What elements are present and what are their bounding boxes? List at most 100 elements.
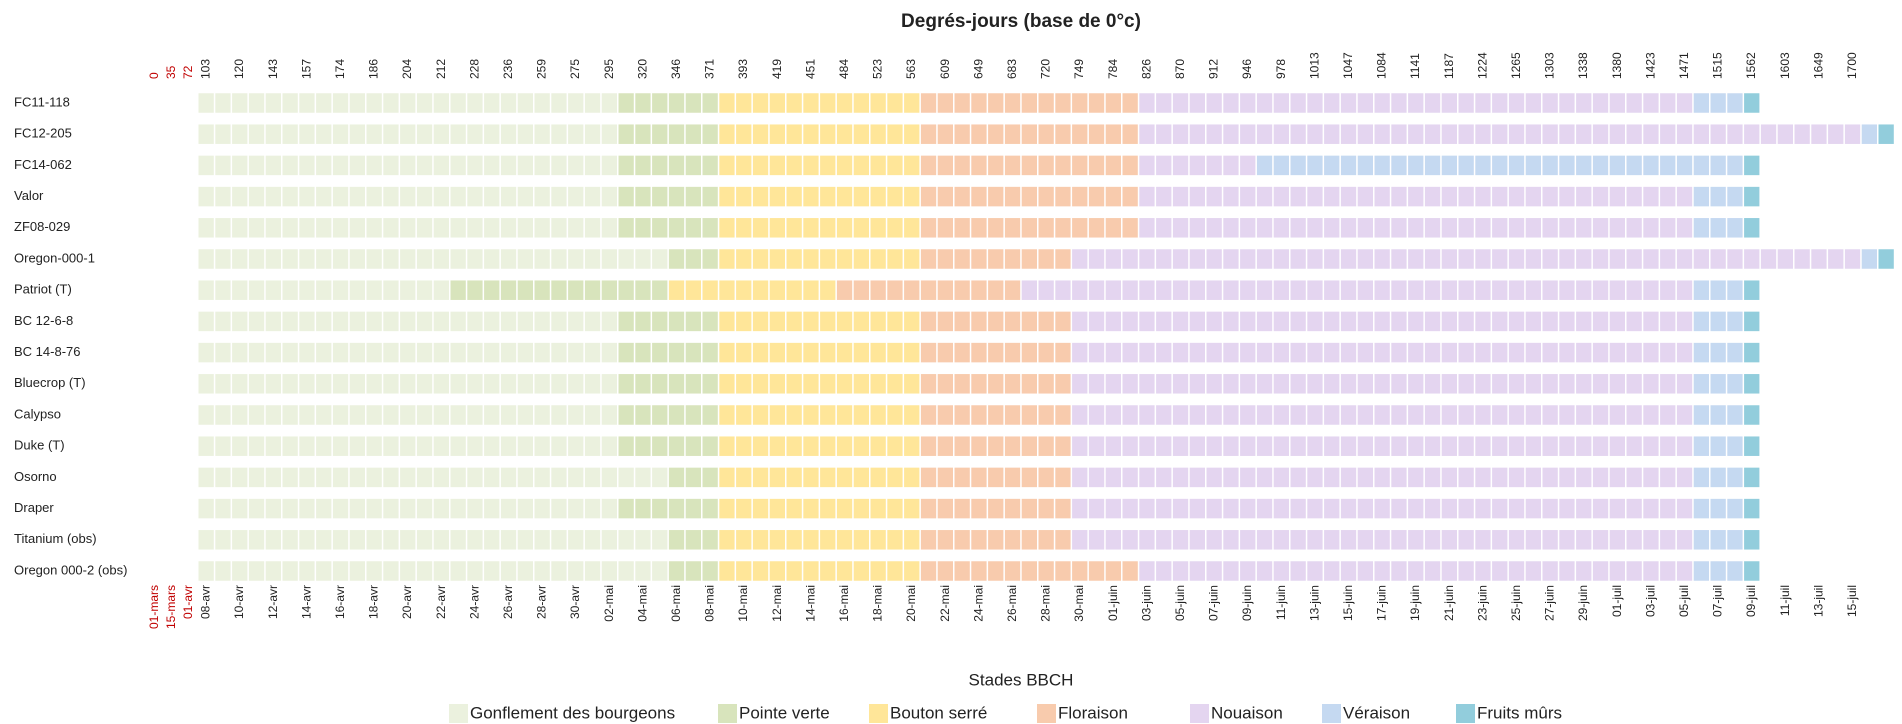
stage-segment [1744, 218, 1760, 238]
cell [1357, 218, 1373, 238]
cell [1475, 93, 1491, 113]
row-label: FC12-205 [14, 126, 72, 141]
cell [517, 342, 533, 363]
cell [635, 311, 651, 332]
cell [1240, 561, 1256, 581]
cell [1021, 436, 1037, 456]
cell [568, 249, 584, 269]
cell [265, 218, 281, 238]
cell [1441, 280, 1457, 300]
cell [568, 155, 584, 176]
cell [450, 530, 466, 550]
cell [467, 186, 483, 207]
cell [316, 93, 332, 113]
cell [1156, 155, 1172, 176]
cell [400, 155, 416, 176]
cell [1559, 436, 1575, 456]
cell [1038, 186, 1054, 207]
cell [1458, 467, 1474, 488]
cell [232, 498, 248, 519]
cell [1324, 280, 1340, 300]
cell [1189, 467, 1205, 488]
cell [1206, 436, 1222, 456]
cell [1441, 93, 1457, 113]
legend-title: Stades BBCH [969, 670, 1074, 689]
cell [1458, 249, 1474, 269]
cell [635, 249, 651, 269]
cell [215, 436, 231, 456]
cell [1710, 436, 1726, 456]
cell [1660, 249, 1676, 269]
cell [1307, 186, 1323, 207]
cell [1374, 280, 1390, 300]
cell [1139, 93, 1155, 113]
cell [1290, 186, 1306, 207]
cell [1475, 498, 1491, 519]
cell [1290, 467, 1306, 488]
cell [1189, 561, 1205, 581]
cell [1710, 249, 1726, 269]
cell [299, 155, 315, 176]
cell [1340, 467, 1357, 488]
cell [383, 218, 399, 238]
cell [1139, 155, 1155, 176]
date-label: 13-juil [1811, 585, 1825, 617]
cell [1576, 561, 1592, 581]
degree-label: 523 [871, 59, 885, 79]
cell [1189, 186, 1205, 207]
cell [635, 280, 651, 300]
cell [1105, 280, 1121, 300]
cell [920, 124, 937, 144]
cell [517, 155, 533, 176]
cell [416, 467, 433, 488]
cell [1660, 530, 1676, 550]
cell [1828, 249, 1844, 269]
cell [652, 218, 668, 238]
degree-label: 35 [164, 65, 178, 79]
cell [971, 498, 987, 519]
cell [937, 93, 953, 113]
cell [971, 467, 987, 488]
cell [954, 436, 970, 456]
cell [517, 467, 533, 488]
cell [500, 342, 517, 363]
cell [1609, 155, 1625, 176]
stage-segment [920, 405, 1071, 425]
cell [1559, 561, 1575, 581]
degree-label: 1423 [1643, 52, 1657, 79]
cell [1240, 467, 1256, 488]
cell [652, 374, 668, 394]
cell [904, 186, 920, 207]
cell [1223, 342, 1239, 363]
cell [1340, 186, 1357, 207]
cell [1290, 498, 1306, 519]
cell [920, 311, 937, 332]
cell [1223, 311, 1239, 332]
degree-label: 295 [602, 59, 616, 79]
cell [1004, 280, 1021, 300]
cell [568, 530, 584, 550]
cell [1357, 155, 1373, 176]
cell [820, 498, 836, 519]
cell [1055, 155, 1071, 176]
cell [1424, 124, 1441, 144]
stage-segment [1744, 436, 1760, 456]
cell [1139, 467, 1155, 488]
cell [685, 561, 701, 581]
cell [1172, 155, 1189, 176]
cell [400, 561, 416, 581]
cell [1609, 186, 1625, 207]
cell [752, 436, 769, 456]
cell [1458, 93, 1474, 113]
cell [820, 186, 836, 207]
cell [786, 218, 802, 238]
cell [954, 93, 970, 113]
cell [937, 498, 953, 519]
cell [1122, 467, 1138, 488]
cell [1643, 249, 1659, 269]
cell [248, 374, 265, 394]
cell [1542, 311, 1558, 332]
cell [1357, 124, 1373, 144]
cell [484, 218, 500, 238]
cell [618, 405, 634, 425]
